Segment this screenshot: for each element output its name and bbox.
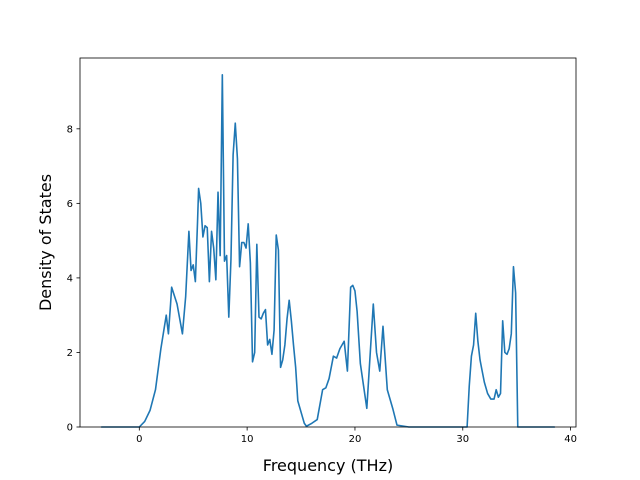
y-tick-label: 4 (67, 273, 73, 284)
x-axis-title: Frequency (THz) (263, 456, 393, 475)
x-tick-label: 30 (456, 434, 469, 445)
plot-layer (100, 73, 556, 428)
y-tick-label: 6 (67, 199, 73, 210)
y-axis-ticks: 0 2 4 6 8 (67, 124, 80, 434)
y-tick-label: 8 (67, 124, 73, 135)
x-axis-ticks: 0 10 20 30 40 (136, 427, 577, 445)
x-tick-label: 0 (136, 434, 142, 445)
y-tick-label: 2 (67, 348, 73, 359)
x-tick-label: 10 (241, 434, 254, 445)
y-axis-title: Density of States (36, 174, 55, 311)
dos-series-line (100, 73, 556, 428)
x-tick-label: 20 (349, 434, 362, 445)
x-tick-label: 40 (564, 434, 577, 445)
plot-frame (79, 57, 577, 428)
y-tick-label: 0 (67, 423, 73, 434)
